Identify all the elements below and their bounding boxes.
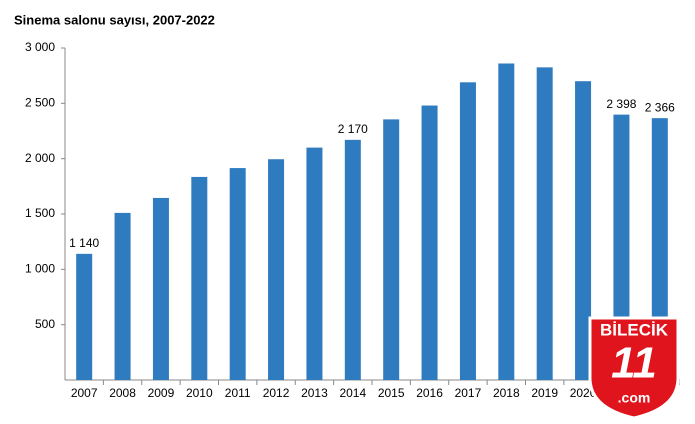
x-tick-label: 2011: [225, 386, 251, 400]
x-tick-label: 2007: [71, 386, 98, 400]
y-tick-label: 2 500: [25, 96, 55, 110]
data-label: 2 398: [606, 97, 636, 111]
bar: [575, 81, 592, 380]
bar: [76, 253, 93, 380]
x-tick-label: 2017: [455, 386, 482, 400]
x-tick-label: 2014: [339, 386, 366, 400]
x-tick-label: 2013: [301, 386, 328, 400]
bar: [344, 139, 361, 380]
logo-name: BİLECİK: [600, 320, 669, 339]
bar: [229, 168, 246, 380]
logo-domain: .com: [618, 390, 651, 406]
bar: [306, 147, 323, 380]
y-tick-label: 1 500: [25, 206, 55, 220]
chart-title: Sinema salonu sayısı, 2007-2022: [14, 12, 215, 27]
bar: [383, 119, 400, 380]
bar: [421, 105, 438, 381]
y-tick-label: 3 000: [25, 40, 55, 54]
bar: [651, 118, 668, 381]
bar: [498, 63, 515, 380]
y-tick-label: 500: [35, 317, 55, 331]
bar: [114, 212, 131, 380]
data-label: 2 366: [645, 100, 675, 114]
x-tick-label: 2008: [109, 386, 136, 400]
bar: [191, 176, 208, 380]
bar: [268, 159, 285, 380]
x-tick-label: 2019: [531, 386, 558, 400]
data-label: 2 170: [338, 122, 368, 136]
logo-number: 11: [611, 339, 657, 388]
x-tick-label: 2012: [263, 386, 290, 400]
x-tick-label: 2018: [493, 386, 520, 400]
bar: [536, 67, 553, 380]
x-tick-label: 2009: [148, 386, 175, 400]
x-tick-label: 2015: [378, 386, 405, 400]
bar: [152, 197, 169, 380]
bar: [613, 114, 630, 380]
bar: [459, 82, 476, 380]
logo-shape: [588, 316, 680, 420]
x-tick-label: 2016: [416, 386, 443, 400]
data-label: 1 140: [69, 236, 99, 250]
y-tick-label: 2 000: [25, 151, 55, 165]
x-tick-label: 2020: [570, 386, 597, 400]
x-tick-label: 2010: [186, 386, 213, 400]
y-tick-label: 1 000: [25, 262, 55, 276]
